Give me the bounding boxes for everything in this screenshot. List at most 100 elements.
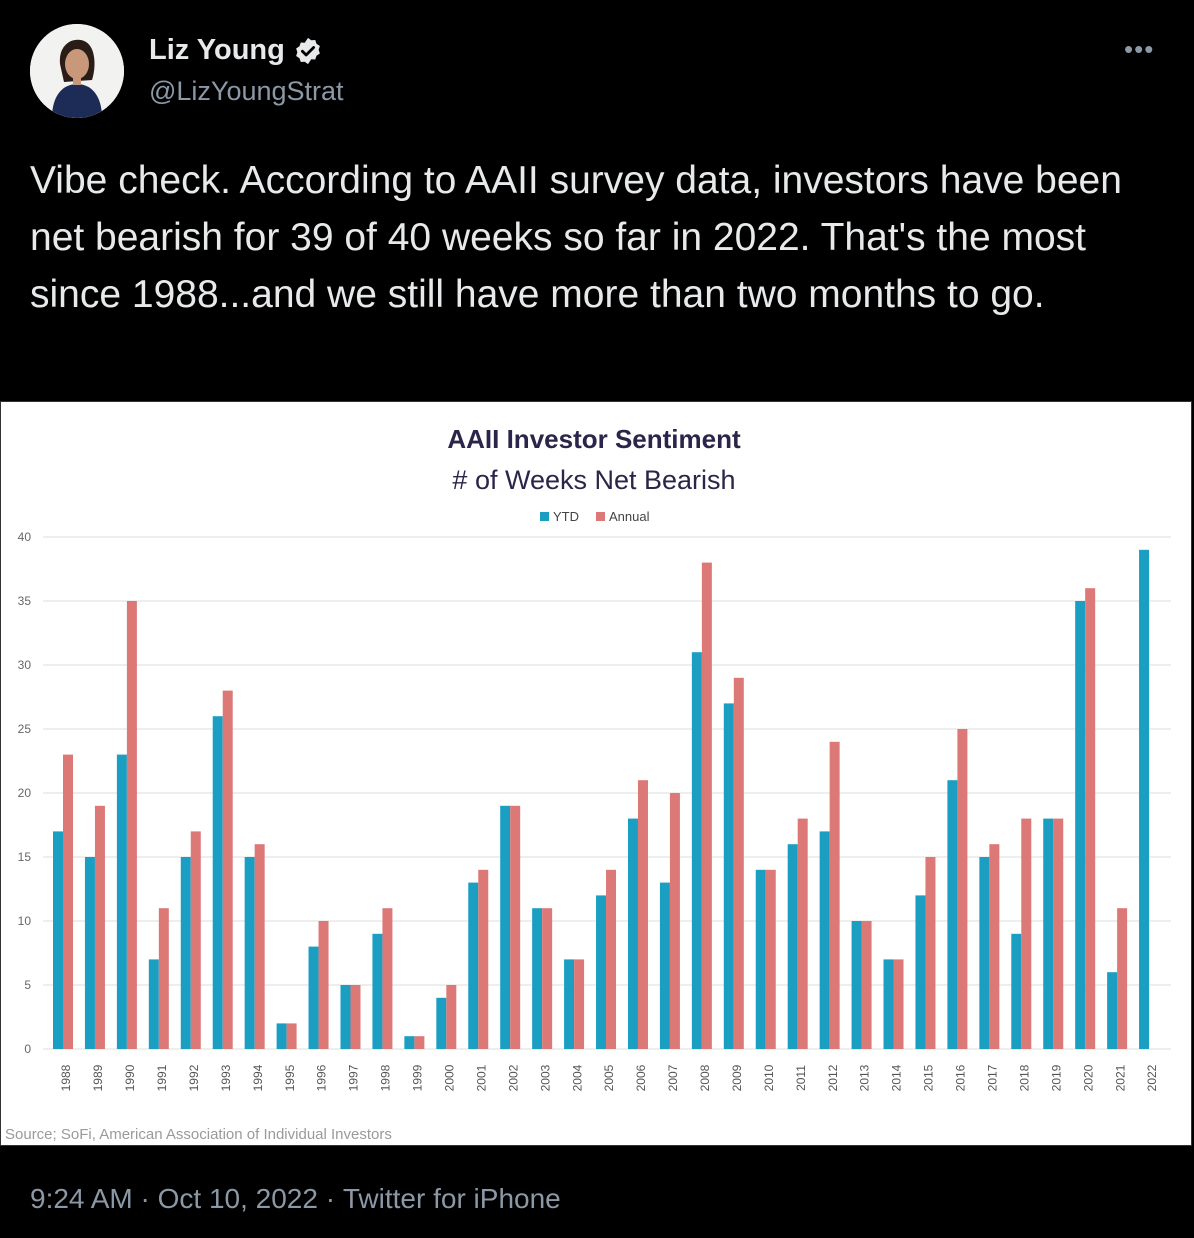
x-tick-label: 1998	[379, 1064, 393, 1091]
bar-ytd-2011	[787, 844, 798, 1049]
x-tick-label: 2002	[506, 1064, 520, 1091]
y-tick-label: 35	[18, 594, 32, 608]
verified-badge-icon	[295, 37, 320, 64]
x-tick-label: 2020	[1081, 1064, 1095, 1091]
bar-ytd-1991	[148, 959, 159, 1049]
bar-annual-1989	[94, 805, 105, 1049]
bar-ytd-2010	[755, 869, 766, 1049]
bar-annual-1990	[126, 601, 137, 1049]
chart-subtitle: # of Weeks Net Bearish	[452, 465, 735, 495]
bar-annual-2006	[637, 780, 648, 1049]
chart-bars	[53, 549, 1150, 1049]
x-tick-label: 1991	[155, 1064, 169, 1091]
bar-ytd-1988	[53, 831, 63, 1049]
bar-ytd-2007	[659, 882, 670, 1049]
bar-ytd-2020	[1075, 601, 1086, 1049]
bar-ytd-2003	[532, 908, 543, 1049]
bar-annual-2015	[925, 857, 936, 1049]
x-tick-label: 2010	[762, 1064, 776, 1091]
x-tick-label: 1988	[59, 1064, 73, 1091]
bar-ytd-2004	[564, 959, 575, 1049]
bar-annual-1993	[222, 690, 233, 1049]
tweet-media[interactable]: AAII Investor Sentiment # of Weeks Net B…	[0, 401, 1192, 1146]
bar-ytd-2013	[851, 921, 862, 1049]
bar-annual-1995	[286, 1023, 297, 1049]
bar-annual-1996	[318, 921, 329, 1049]
x-tick-label: 2004	[570, 1064, 584, 1091]
x-tick-label: 2003	[538, 1064, 552, 1091]
bar-ytd-1989	[84, 857, 95, 1049]
bar-ytd-1990	[116, 754, 127, 1049]
bar-ytd-2006	[627, 818, 638, 1049]
x-tick-label: 1989	[91, 1064, 105, 1091]
y-tick-label: 40	[18, 530, 32, 544]
x-tick-label: 1997	[347, 1064, 361, 1091]
chart-x-axis: 1988 1989 1990 1991 1992 1993 1994 1995 1996 1997…	[59, 1064, 1159, 1091]
bar-ytd-2022	[1139, 549, 1150, 1049]
bar-ytd-1999	[404, 1036, 415, 1049]
bar-annual-1994	[254, 844, 265, 1049]
x-tick-label: 1994	[251, 1064, 265, 1091]
x-tick-label: 2011	[794, 1065, 808, 1091]
bar-annual-2021	[1117, 908, 1128, 1049]
author-handle[interactable]: @LizYoungStrat	[149, 76, 344, 106]
bar-annual-2007	[669, 793, 680, 1049]
bar-annual-2011	[797, 818, 808, 1049]
bar-ytd-1998	[372, 933, 383, 1049]
bar-annual-2013	[861, 921, 872, 1049]
x-tick-label: 2017	[986, 1064, 1000, 1091]
bar-ytd-2005	[596, 895, 607, 1049]
bar-annual-2002	[510, 805, 521, 1049]
x-tick-label: 2016	[954, 1064, 968, 1091]
x-tick-label: 2012	[826, 1064, 840, 1091]
x-tick-label: 2000	[442, 1064, 456, 1091]
avatar-image	[30, 24, 124, 118]
x-tick-label: 2022	[1145, 1064, 1159, 1091]
y-tick-label: 15	[18, 850, 32, 864]
tweet-date[interactable]: Oct 10, 2022	[157, 1183, 318, 1214]
bar-ytd-1995	[276, 1023, 287, 1049]
y-tick-label: 30	[18, 658, 32, 672]
bar-annual-2008	[701, 562, 712, 1049]
x-tick-label: 2008	[698, 1064, 712, 1091]
bar-annual-2005	[606, 869, 617, 1049]
x-tick-label: 1993	[219, 1064, 233, 1091]
avatar[interactable]	[30, 24, 124, 118]
bar-annual-2014	[893, 959, 904, 1049]
bar-ytd-2014	[883, 959, 894, 1049]
legend-label-ytd: YTD	[553, 509, 579, 524]
more-options-icon[interactable]: •••	[1124, 34, 1155, 64]
bar-ytd-2009	[723, 703, 734, 1049]
tweet-text: Vibe check. According to AAII survey dat…	[30, 159, 1122, 316]
bar-annual-2018	[1021, 818, 1032, 1049]
bar-ytd-2012	[819, 831, 830, 1049]
bar-ytd-2021	[1107, 972, 1118, 1049]
x-tick-label: 2019	[1049, 1064, 1063, 1091]
bar-ytd-2002	[500, 805, 511, 1049]
bar-ytd-2001	[468, 882, 479, 1049]
x-tick-label: 2001	[474, 1064, 488, 1091]
legend-swatch-ytd	[540, 512, 549, 521]
x-tick-label: 2013	[858, 1064, 872, 1091]
bar-annual-2000	[446, 985, 457, 1049]
bar-ytd-1992	[180, 857, 191, 1049]
bar-annual-1992	[190, 831, 201, 1049]
bar-ytd-2008	[691, 652, 702, 1049]
x-tick-label: 1992	[187, 1064, 201, 1091]
x-tick-label: 2015	[922, 1064, 936, 1091]
bar-annual-2016	[957, 729, 968, 1049]
x-tick-label: 1990	[123, 1064, 137, 1091]
tweet-time[interactable]: 9:24 AM	[30, 1183, 133, 1214]
chart-y-axis: 0 5 10 15 20 25 30 35 40	[18, 530, 32, 1056]
tweet-header: Liz Young @LizYoungStrat •••	[0, 0, 1194, 130]
x-tick-label: 1995	[283, 1064, 297, 1091]
x-tick-label: 2009	[730, 1064, 744, 1091]
bar-annual-1997	[350, 985, 361, 1049]
tweet-source[interactable]: Twitter for iPhone	[342, 1183, 561, 1214]
chart-source-note: Source; SoFi, American Association of In…	[5, 1126, 392, 1143]
author-name[interactable]: Liz Young	[149, 34, 285, 66]
bar-ytd-1994	[244, 857, 255, 1049]
x-tick-label: 2007	[666, 1064, 680, 1091]
footer-separator: ·	[132, 1183, 158, 1214]
bar-ytd-1997	[340, 985, 351, 1049]
